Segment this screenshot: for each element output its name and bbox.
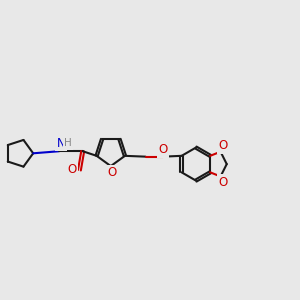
Text: N: N [56, 137, 65, 150]
Text: O: O [68, 163, 77, 176]
Text: O: O [219, 176, 228, 189]
Text: H: H [64, 138, 72, 148]
Text: O: O [107, 166, 116, 179]
Text: O: O [219, 140, 228, 152]
Text: O: O [159, 143, 168, 156]
